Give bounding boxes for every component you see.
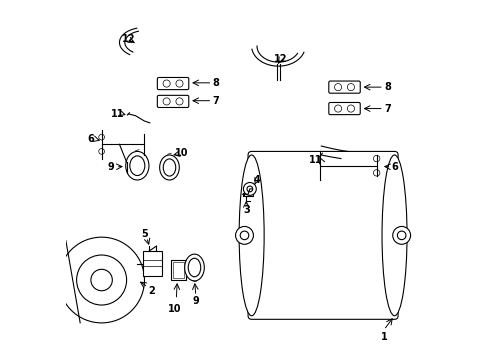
Circle shape	[334, 105, 341, 112]
Ellipse shape	[188, 258, 201, 277]
Circle shape	[91, 269, 112, 291]
Text: 7: 7	[212, 96, 219, 106]
Bar	[244, 187, 253, 196]
Bar	[142, 251, 162, 276]
Bar	[173, 262, 183, 278]
Ellipse shape	[163, 159, 175, 176]
FancyBboxPatch shape	[328, 81, 360, 93]
Circle shape	[373, 156, 379, 162]
Text: 12: 12	[122, 34, 135, 44]
Text: 11: 11	[308, 156, 322, 165]
Text: 5: 5	[141, 229, 147, 239]
Circle shape	[240, 231, 248, 240]
Circle shape	[77, 255, 126, 305]
Circle shape	[176, 98, 183, 105]
Bar	[171, 260, 185, 280]
Text: 9: 9	[107, 162, 114, 172]
Circle shape	[243, 183, 256, 195]
Text: 8: 8	[212, 78, 219, 88]
Circle shape	[235, 226, 253, 244]
FancyBboxPatch shape	[157, 95, 188, 108]
Circle shape	[397, 231, 405, 240]
Circle shape	[163, 98, 170, 105]
Circle shape	[373, 170, 379, 176]
Text: 3: 3	[243, 205, 249, 215]
FancyBboxPatch shape	[157, 77, 188, 90]
Circle shape	[176, 80, 183, 87]
Ellipse shape	[125, 152, 149, 180]
Circle shape	[163, 80, 170, 87]
Text: 11: 11	[111, 109, 124, 119]
Circle shape	[334, 84, 341, 91]
Text: 9: 9	[192, 296, 199, 306]
Circle shape	[99, 149, 104, 154]
Text: 6: 6	[390, 162, 397, 172]
Text: 4: 4	[253, 175, 260, 185]
Text: 8: 8	[383, 82, 390, 92]
Circle shape	[392, 226, 410, 244]
Ellipse shape	[239, 155, 264, 316]
Text: 7: 7	[383, 104, 390, 113]
Circle shape	[346, 105, 354, 112]
Circle shape	[346, 84, 354, 91]
Text: 2: 2	[148, 286, 155, 296]
Ellipse shape	[130, 156, 144, 176]
FancyBboxPatch shape	[328, 103, 360, 114]
Text: 12: 12	[273, 54, 286, 64]
Text: 6: 6	[87, 134, 94, 144]
Ellipse shape	[184, 254, 204, 281]
Circle shape	[246, 186, 252, 192]
Ellipse shape	[381, 155, 406, 316]
Text: 1: 1	[380, 332, 386, 342]
Circle shape	[99, 134, 104, 140]
Text: 10: 10	[175, 148, 188, 158]
Circle shape	[59, 237, 144, 323]
Ellipse shape	[160, 155, 179, 180]
FancyBboxPatch shape	[247, 152, 397, 319]
Text: 10: 10	[168, 303, 181, 314]
